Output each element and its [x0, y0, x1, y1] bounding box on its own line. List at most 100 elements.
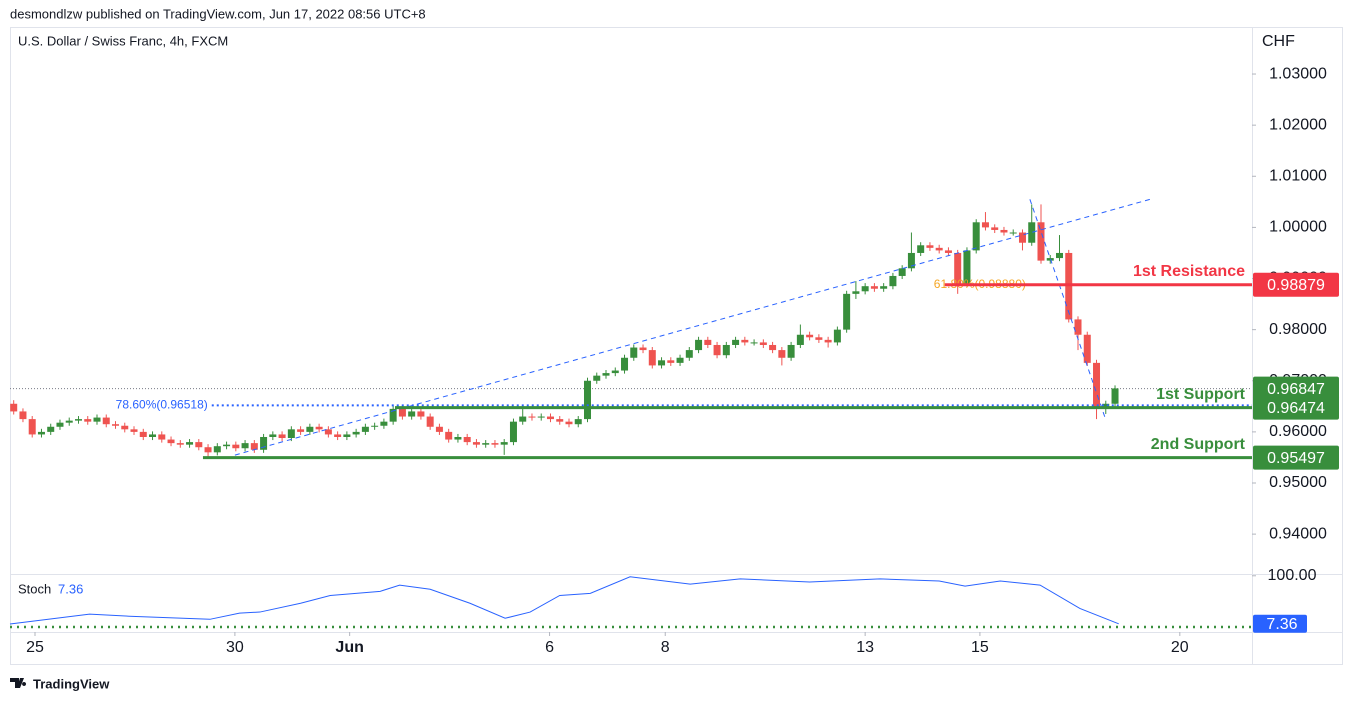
candle-body	[1074, 319, 1082, 335]
candle-body	[121, 425, 129, 430]
candle-body	[537, 416, 545, 418]
candle-body	[935, 247, 943, 251]
candle-body	[648, 350, 656, 366]
candle-body	[380, 421, 388, 426]
candle-body	[278, 434, 286, 439]
stoch-badge	[1253, 614, 1307, 633]
last-price-badge	[1253, 376, 1339, 401]
candle-body	[232, 444, 240, 449]
fib-tool-line	[1029, 199, 1106, 418]
level-name: 1st Support	[1156, 386, 1246, 403]
candle-body	[1083, 334, 1091, 363]
candle-body	[306, 426, 314, 432]
candle-body	[907, 252, 915, 269]
candle-body	[149, 434, 157, 437]
candle-body	[139, 431, 147, 437]
candle-body	[1055, 252, 1063, 259]
candle-body	[528, 416, 536, 418]
x-tick-label: 30	[226, 639, 244, 656]
candle-body	[102, 417, 110, 425]
candle-body	[186, 442, 194, 445]
candle-body	[19, 411, 27, 420]
candle-body	[195, 442, 203, 448]
candle-body	[213, 446, 221, 453]
candle-body	[584, 380, 592, 420]
candle-body	[732, 339, 740, 345]
candle-body	[519, 416, 527, 422]
chart-title: U.S. Dollar / Swiss Franc, 4h, FXCM	[18, 33, 228, 48]
y-axis-label: CHF	[1262, 33, 1295, 50]
candle-body	[241, 443, 249, 449]
level-name: 2nd Support	[1151, 436, 1246, 453]
candle-body	[56, 422, 64, 427]
candle-body	[991, 227, 999, 230]
candle-body	[870, 286, 878, 289]
candle-body	[408, 411, 416, 417]
candle-body	[880, 286, 888, 289]
candle-body	[509, 421, 517, 443]
y-tick-label: 1.01000	[1269, 167, 1327, 184]
x-tick-label: 13	[856, 639, 874, 656]
y-tick-label: 0.98000	[1269, 321, 1327, 338]
candle-body	[741, 339, 749, 343]
level-name: 1st Resistance	[1133, 263, 1245, 280]
candle-body	[130, 429, 138, 432]
candle-body	[260, 436, 268, 450]
x-tick-label: 8	[661, 639, 670, 656]
candle-body	[981, 222, 989, 228]
publisher-line: desmondlzw published on TradingView.com,…	[10, 6, 426, 21]
candle-body	[815, 337, 823, 340]
candle-body	[74, 419, 82, 421]
y-tick-label: 1.00000	[1269, 219, 1327, 236]
candle-body	[1111, 388, 1119, 404]
candle-body	[223, 444, 231, 447]
x-tick-label: 20	[1171, 639, 1189, 656]
candle-body	[769, 344, 777, 351]
candle-body	[676, 357, 684, 363]
candle-body	[389, 408, 397, 422]
candle-body	[28, 419, 36, 435]
candle-body	[944, 250, 952, 253]
candle-body	[796, 334, 804, 345]
candle-body	[445, 431, 453, 440]
candle-body	[269, 434, 277, 437]
candle-body	[611, 370, 619, 374]
candle-body	[324, 429, 332, 435]
candle-body	[963, 250, 971, 284]
candle-body	[704, 339, 712, 345]
candle-body	[315, 426, 323, 430]
y-tick-label: 0.96000	[1269, 423, 1327, 440]
candle-body	[250, 443, 258, 450]
x-tick-label: Jun	[335, 639, 363, 656]
fib-level-label: 78.60%(0.96518)	[116, 398, 208, 412]
candle-body	[176, 443, 184, 445]
candle-body	[917, 245, 925, 253]
candle-body	[1000, 229, 1008, 233]
candle-body	[824, 339, 832, 343]
candle-body	[833, 329, 841, 343]
y-tick-label: 0.95000	[1269, 474, 1327, 491]
stoch-badge-value: 7.36	[1266, 616, 1297, 633]
candle-body	[630, 347, 638, 358]
y-tick-label: 1.03000	[1269, 65, 1327, 82]
candle-body	[759, 342, 767, 345]
stoch-name: Stoch	[18, 581, 51, 596]
level-badge	[1253, 395, 1339, 420]
tradingview-logo	[10, 678, 27, 688]
candle-body	[398, 408, 406, 417]
candle-body	[621, 357, 629, 371]
candle-body	[778, 350, 786, 358]
candle-body	[343, 434, 351, 437]
candle-body	[1037, 222, 1045, 261]
candle-body	[204, 447, 212, 453]
candle-body	[297, 429, 305, 432]
candle-body	[482, 443, 490, 445]
candle-body	[84, 419, 92, 422]
candle-body	[658, 360, 666, 366]
level-badge	[1253, 445, 1339, 470]
candle-body	[843, 293, 851, 330]
candle-body	[1093, 362, 1101, 409]
x-tick-label: 15	[971, 639, 989, 656]
